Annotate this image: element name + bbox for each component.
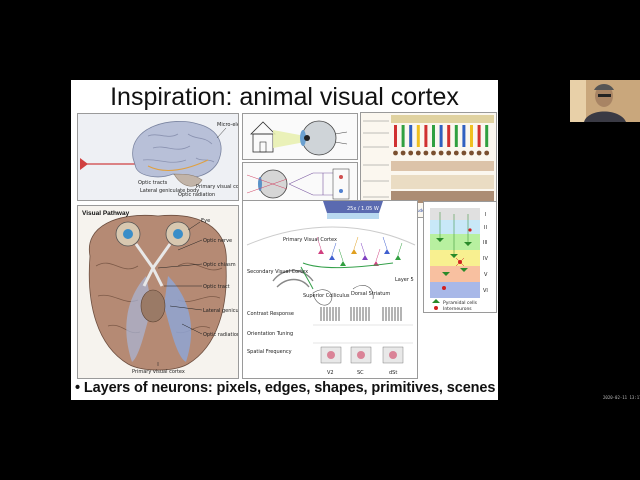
layer-numeral-5: V	[484, 272, 488, 278]
neuron-dendrite	[397, 242, 403, 256]
layer-numeral-3: III	[483, 240, 487, 246]
cortex-neuron	[340, 261, 346, 266]
label-sc: SC	[357, 370, 364, 376]
label-optic-radiation: Optic radiation	[178, 192, 215, 198]
layer-numeral-2: II	[484, 225, 487, 231]
cell-body	[408, 150, 414, 156]
brain-lateral-panel: Micro-electrode Optic tracts Lateral gen…	[77, 113, 239, 201]
label-optic-chiasm: Optic chiasm	[203, 262, 236, 268]
photoreceptor-row	[393, 125, 490, 156]
legend-pyramidal: Pyramidal cells	[443, 300, 478, 306]
cell-body	[484, 150, 490, 156]
cortex-neuron	[329, 255, 335, 260]
label-secondary-visual-cortex: Secondary Visual Cortex	[247, 269, 308, 275]
photoreceptor	[470, 125, 473, 147]
bullet-layers-of-neurons: • Layers of neurons: pixels, edges, shap…	[75, 380, 496, 396]
label-superior-colliculus: Superior Colliculus	[303, 293, 350, 299]
neuron-dendrite	[382, 236, 388, 250]
label-eye: Eye	[201, 218, 210, 224]
eye-house-panel	[242, 113, 358, 160]
photoreceptor	[447, 125, 451, 147]
response-blob	[327, 351, 335, 359]
label-primary-visual-cortex: Primary visual cortex	[196, 184, 238, 190]
layer-numeral-4: IV	[483, 256, 488, 262]
response-tuning-grid	[320, 307, 404, 364]
photoreceptor	[416, 125, 420, 147]
label-primary-visual-cortex-diag: Primary Visual Cortex	[283, 237, 337, 243]
layer-numeral-6: VI	[483, 288, 488, 294]
photoreceptor	[394, 125, 397, 147]
label-optic-radiation-vp: Optic radiation	[203, 332, 238, 338]
neuron-dendrite	[375, 248, 381, 262]
photoreceptor	[409, 125, 413, 147]
cortex-neuron-cluster	[316, 236, 403, 266]
label-dst: dSt	[389, 370, 397, 376]
neuron-dendrite	[353, 236, 359, 250]
label-micro-electrode: Micro-electrode	[217, 122, 238, 128]
slide: Inspiration: animal visual cortex Micro-…	[71, 80, 498, 400]
label-lgb: Lateral geniculate body	[140, 188, 199, 194]
cortex-neuron	[384, 249, 390, 254]
cell-body	[415, 150, 421, 156]
neuron-dendrite	[338, 248, 344, 262]
cortex-neuron	[318, 249, 324, 254]
layer-numeral-1: I	[485, 212, 486, 218]
cortical-layers-panel: I II III IV V VI Pyramidal cells Interne…	[423, 201, 497, 313]
label-optic-tracts: Optic tracts	[138, 180, 168, 186]
cell-body	[393, 150, 398, 156]
cell-body	[423, 150, 429, 156]
cell-body	[431, 150, 436, 156]
presenter-webcam	[570, 80, 640, 122]
label-contrast-response: Contrast Response	[247, 311, 294, 317]
response-blob	[389, 351, 397, 359]
photoreceptor	[485, 125, 489, 147]
cortex-neuron	[362, 255, 368, 260]
cell-body	[400, 150, 406, 156]
slide-title: Inspiration: animal visual cortex	[110, 83, 459, 111]
cell-body	[446, 150, 452, 156]
cortex-neuron	[395, 255, 401, 260]
label-layer-5: Layer 5	[395, 277, 414, 283]
photoreceptor	[477, 125, 481, 147]
photoreceptor	[462, 125, 466, 147]
cell-body	[453, 150, 459, 156]
neuron-dendrite	[316, 236, 322, 250]
cell-body	[438, 150, 444, 156]
photoreceptor	[439, 125, 443, 147]
label-orientation-tuning: Orientation Tuning	[247, 331, 293, 337]
photoreceptor	[454, 125, 458, 147]
neuron-dendrite	[360, 242, 366, 256]
recording-timestamp: 2020-02-11 13:17:18	[603, 395, 640, 400]
label-v2: V2	[327, 370, 334, 376]
cortex-neuron	[351, 249, 357, 254]
cell-body	[461, 150, 467, 156]
photoreceptor	[401, 125, 405, 147]
visual-pathway-panel: Visual Pathway Eye Optic nerve Optic chi…	[77, 205, 239, 379]
cell-body	[476, 150, 482, 156]
objective-label: 25x / 1.05 W	[347, 206, 379, 212]
photoreceptor	[432, 125, 435, 147]
eye-optics-panel	[242, 162, 358, 206]
neuron-dendrite	[331, 242, 337, 256]
cortex-diagram-panel: 25x / 1.05 W Primary Visual Cortex Secon…	[242, 200, 418, 379]
label-primary-visual-cortex-vp: Primary visual cortex	[132, 369, 185, 375]
photoreceptor	[424, 125, 428, 147]
label-lateral-geniculate-nucleus: Lateral geniculate nucleus	[203, 308, 238, 314]
legend-interneurons: Interneurons	[443, 306, 472, 312]
cell-body	[469, 150, 474, 156]
label-optic-tract: Optic tract	[203, 284, 230, 290]
label-spatial-frequency: Spatial Frequency	[247, 349, 292, 355]
label-dorsal-striatum: Dorsal Striatum	[351, 291, 390, 297]
visual-pathway-heading: Visual Pathway	[82, 210, 130, 217]
label-optic-nerve: Optic nerve	[203, 238, 232, 244]
response-blob	[357, 351, 365, 359]
